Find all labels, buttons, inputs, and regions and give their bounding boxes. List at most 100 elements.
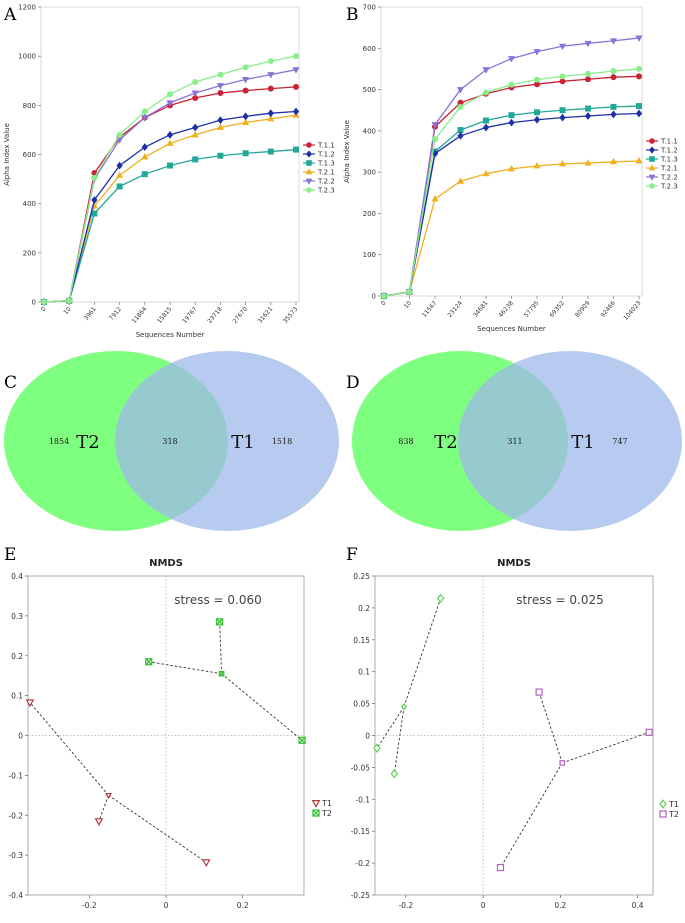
x-tick-label: 0 (40, 306, 48, 314)
data-point (585, 105, 592, 112)
legend-marker (659, 799, 667, 809)
venn-count-overlap: 311 (507, 437, 522, 446)
x-tick-label: 0.2 (237, 901, 249, 910)
x-tick-label: 11567 (421, 300, 439, 319)
data-point (292, 83, 299, 90)
y-tick-label: -0.2 (8, 811, 23, 820)
y-tick-label: 300 (363, 169, 376, 177)
data-point (116, 161, 123, 170)
y-tick-label: 0.3 (11, 612, 23, 621)
y-tick-label: 0.1 (358, 668, 370, 677)
data-point (94, 818, 104, 827)
data-point (380, 292, 387, 299)
x-tick-label: 10 (62, 306, 72, 316)
y-tick-label: 0.25 (353, 572, 370, 581)
series-line (383, 160, 640, 297)
legend-marker (306, 150, 312, 158)
legend-label: T.2.3 (660, 183, 678, 191)
data-point (166, 162, 173, 169)
data-point (482, 123, 490, 132)
data-point (242, 112, 249, 121)
stress-label: stress = 0.060 (174, 593, 262, 607)
legend-marker (649, 156, 655, 162)
legend-marker-cross (312, 809, 320, 817)
data-point (91, 174, 98, 181)
y-tick-label: 600 (23, 151, 36, 159)
data-point (558, 43, 567, 51)
venn-label-t1: T1 (571, 432, 594, 453)
x-axis-label: Sequences Number (477, 325, 546, 333)
series-T-2-2 (40, 67, 300, 306)
data-point (217, 116, 224, 124)
data-point (191, 90, 199, 97)
data-point (558, 159, 567, 167)
legend-marker (306, 142, 312, 148)
spider-line (148, 661, 222, 675)
data-point (535, 688, 543, 696)
x-tick-label: 7912 (108, 306, 123, 322)
data-point (217, 90, 224, 97)
series-T-1-3 (380, 103, 643, 299)
panel-letter-a: A (3, 5, 17, 25)
panel-letter-b: B (346, 5, 359, 25)
spider-line (219, 621, 223, 674)
legend: T.1.1T.1.2T.1.3T.2.1T.2.2T.2.3 (303, 142, 335, 195)
data-point (141, 115, 149, 122)
venn-label-t2: T2 (76, 432, 99, 453)
y-tick-label: 0.05 (353, 700, 370, 709)
data-point (635, 109, 643, 118)
spider-line (108, 794, 207, 863)
group-t1 (25, 699, 211, 868)
data-point (91, 196, 98, 204)
spider-line (98, 795, 109, 822)
panel-a: A 0 200 400 600 800 1000 1200 0 10 3961 7912 11864 1… (3, 4, 335, 340)
spider-line (538, 691, 563, 764)
data-point (267, 109, 274, 118)
data-point (166, 139, 174, 146)
legend-label: T.2.2 (317, 178, 335, 186)
legend-marker (649, 146, 655, 154)
group-centroid (400, 703, 407, 711)
data-point (242, 87, 249, 94)
data-point (482, 117, 489, 124)
data-point (116, 183, 123, 190)
y-tick-label: 200 (363, 210, 376, 218)
data-point (116, 131, 123, 138)
legend-marker (306, 160, 312, 166)
x-tick-label: -0.2 (82, 901, 97, 910)
data-point (267, 148, 274, 155)
data-point (292, 146, 299, 153)
y-tick-label: -0.05 (351, 763, 371, 772)
data-point (267, 58, 274, 65)
panel-f: F NMDS 0.25 0.2 0.15 0.1 0.05 0 -0.05 -0.1 -0.15 -… (346, 545, 679, 910)
panel-letter-e: E (4, 545, 16, 565)
data-point (559, 113, 566, 122)
venn-count-t1-only: 747 (612, 437, 627, 446)
legend: T.1.1T.1.2T.1.3T.2.1T.2.2T.2.3 (646, 138, 678, 191)
data-point (609, 157, 618, 165)
nmds-plot-f: NMDS 0.25 0.2 0.15 0.1 0.05 0 -0.05 -0.1 -0.15 -0.… (351, 558, 679, 910)
x-tick-label: 0 (164, 901, 169, 910)
data-point (216, 83, 224, 90)
series-T-2-3 (41, 53, 299, 305)
data-point (436, 593, 445, 604)
y-tick-label: 0 (372, 293, 376, 301)
data-point (635, 35, 643, 42)
data-point (292, 107, 300, 116)
series-T-2-3 (380, 65, 643, 299)
x-tick-label: 0.2 (554, 901, 566, 910)
alpha-rarefaction-chart-b: 0 100 200 300 400 500 600 700 0 10 11567 23124 34681… (343, 4, 678, 334)
data-point (534, 76, 541, 83)
plot-frame (374, 575, 654, 896)
data-point (584, 112, 592, 120)
venn-count-t2-only: 1854 (49, 437, 69, 446)
data-point (141, 171, 148, 178)
stress-label: stress = 0.025 (516, 593, 604, 607)
x-tick-label: 3961 (83, 306, 98, 322)
series-T-2-1 (40, 111, 300, 305)
y-tick-label: 0.15 (353, 636, 370, 645)
legend-marker (305, 168, 313, 175)
data-point (145, 658, 153, 666)
